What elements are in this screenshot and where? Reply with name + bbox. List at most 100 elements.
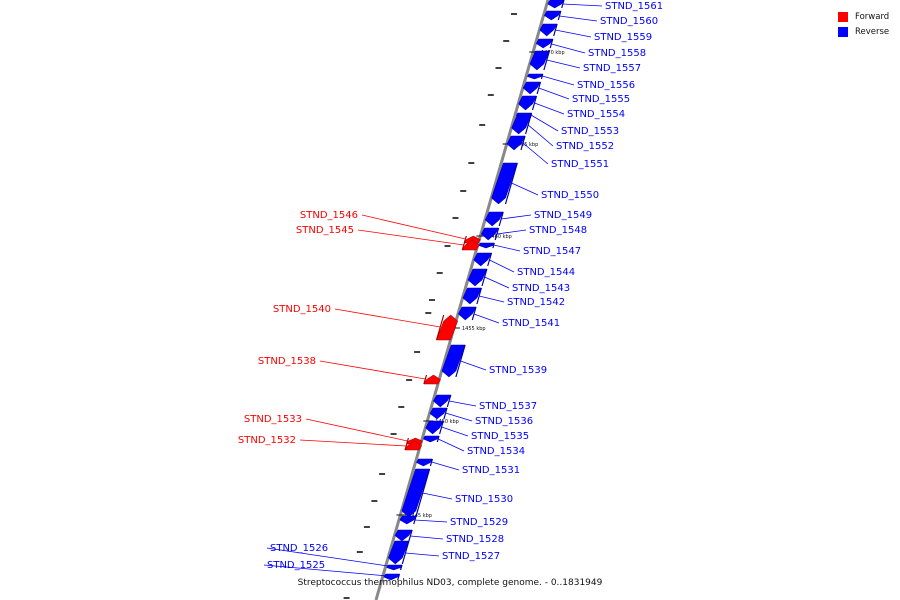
gene-stnd_1560[interactable]: STND_1560 bbox=[543, 10, 658, 27]
gene-label[interactable]: STND_1541 bbox=[502, 318, 560, 329]
gene-stnd_1531[interactable]: STND_1531 bbox=[416, 458, 520, 476]
gene-label[interactable]: STND_1528 bbox=[446, 534, 504, 545]
gene-arrow[interactable] bbox=[480, 227, 500, 241]
gene-stnd_1538[interactable]: STND_1538 bbox=[258, 356, 441, 385]
gene-stnd_1544[interactable]: STND_1544 bbox=[473, 252, 575, 278]
gene-stnd_1542[interactable]: STND_1542 bbox=[462, 287, 565, 308]
gene-stnd_1541[interactable]: STND_1541 bbox=[457, 306, 560, 329]
gene-arrow[interactable] bbox=[383, 573, 400, 581]
gene-label[interactable]: STND_1551 bbox=[551, 159, 609, 170]
gene-arrow[interactable] bbox=[547, 0, 565, 9]
gene-stnd_1559[interactable]: STND_1559 bbox=[539, 23, 652, 43]
gene-arrow[interactable] bbox=[518, 95, 537, 111]
gene-stnd_1537[interactable]: STND_1537 bbox=[432, 394, 537, 412]
gene-stnd_1536[interactable]: STND_1536 bbox=[429, 407, 533, 427]
gene-stnd_1528[interactable]: STND_1528 bbox=[394, 529, 504, 545]
gene-stnd_1543[interactable]: STND_1543 bbox=[467, 268, 570, 294]
gene-label[interactable]: STND_1547 bbox=[523, 246, 581, 257]
gene-arrow[interactable] bbox=[462, 287, 482, 305]
gene-arrow[interactable] bbox=[522, 81, 541, 95]
gene-label[interactable]: STND_1555 bbox=[572, 94, 630, 105]
gene-label[interactable]: STND_1552 bbox=[556, 141, 614, 152]
gene-label[interactable]: STND_1550 bbox=[541, 190, 599, 201]
gene-stnd_1539[interactable]: STND_1539 bbox=[441, 344, 547, 378]
gene-label[interactable]: STND_1558 bbox=[588, 48, 646, 59]
gene-stnd_1547[interactable]: STND_1547 bbox=[478, 242, 581, 257]
gene-arrow[interactable] bbox=[422, 435, 440, 443]
gene-stnd_1556[interactable]: STND_1556 bbox=[527, 73, 635, 91]
gene-arrow[interactable] bbox=[478, 242, 495, 249]
gene-stnd_1551[interactable]: STND_1551 bbox=[506, 135, 609, 170]
gene-arrow[interactable] bbox=[394, 529, 413, 542]
gene-label[interactable]: STND_1553 bbox=[561, 126, 619, 137]
gene-label[interactable]: STND_1537 bbox=[479, 401, 537, 412]
gene-label[interactable]: STND_1546 bbox=[300, 210, 358, 221]
gene-label[interactable]: STND_1540 bbox=[273, 304, 331, 315]
gene-stnd_1529[interactable]: STND_1529 bbox=[399, 515, 508, 528]
gene-arrow[interactable] bbox=[441, 344, 466, 378]
gene-label[interactable]: STND_1549 bbox=[534, 210, 592, 221]
gene-arrow[interactable] bbox=[484, 211, 504, 227]
gene-arrow[interactable] bbox=[527, 73, 544, 80]
gene-label[interactable]: STND_1530 bbox=[455, 494, 513, 505]
gene-label[interactable]: STND_1561 bbox=[605, 1, 663, 12]
gene-arrow[interactable] bbox=[429, 407, 448, 420]
gene-stnd_1530[interactable]: STND_1530 bbox=[401, 468, 513, 518]
gene-arrow[interactable] bbox=[457, 306, 477, 321]
gene-label[interactable]: STND_1534 bbox=[467, 446, 525, 457]
gene-stnd_1550[interactable]: STND_1550 bbox=[491, 162, 600, 205]
gene-label[interactable]: STND_1533 bbox=[244, 414, 302, 425]
gene-stnd_1554[interactable]: STND_1554 bbox=[518, 95, 626, 120]
gene-stnd_1535[interactable]: STND_1535 bbox=[425, 420, 529, 442]
gene-label[interactable]: STND_1527 bbox=[442, 551, 500, 562]
gene-arrow[interactable] bbox=[511, 115, 532, 135]
gene-arrow[interactable] bbox=[543, 10, 562, 21]
gene-stnd_1525[interactable]: STND_1525 bbox=[263, 560, 401, 581]
gene-label[interactable]: STND_1544 bbox=[517, 267, 575, 278]
gene-label[interactable]: STND_1538 bbox=[258, 356, 316, 367]
gene-arrow[interactable] bbox=[491, 162, 518, 205]
gene-label[interactable]: STND_1525 bbox=[267, 560, 325, 571]
gene-stnd_1558[interactable]: STND_1558 bbox=[535, 38, 646, 59]
gene-arrow[interactable] bbox=[416, 458, 433, 467]
gene-label[interactable]: STND_1539 bbox=[489, 365, 547, 376]
gene-label[interactable]: STND_1554 bbox=[567, 109, 625, 120]
gene-stnd_1549[interactable]: STND_1549 bbox=[484, 210, 592, 227]
gene-stnd_1561[interactable]: STND_1561 bbox=[547, 0, 663, 12]
gene-label[interactable]: STND_1531 bbox=[462, 465, 520, 476]
gene-label[interactable]: STND_1532 bbox=[238, 435, 296, 446]
gene-arrow[interactable] bbox=[473, 252, 492, 267]
gene-label[interactable]: STND_1548 bbox=[529, 225, 587, 236]
gene-arrow[interactable] bbox=[467, 268, 488, 287]
gene-label[interactable]: STND_1529 bbox=[450, 517, 508, 528]
gene-arrow[interactable] bbox=[388, 540, 410, 565]
gene-stnd_1540[interactable]: STND_1540 bbox=[273, 304, 458, 341]
gene-label[interactable]: STND_1526 bbox=[270, 543, 328, 554]
gene-stnd_1527[interactable]: STND_1527 bbox=[388, 540, 500, 565]
gene-arrow[interactable] bbox=[425, 420, 444, 435]
gene-label[interactable]: STND_1559 bbox=[594, 32, 652, 43]
gene-stnd_1526[interactable]: STND_1526 bbox=[266, 543, 403, 571]
gene-arrow[interactable] bbox=[506, 135, 526, 151]
gene-label[interactable]: STND_1545 bbox=[296, 225, 354, 236]
gene-label[interactable]: STND_1536 bbox=[475, 416, 533, 427]
gene-label[interactable]: STND_1535 bbox=[471, 431, 529, 442]
gene-arrow[interactable] bbox=[399, 515, 417, 525]
gene-label[interactable]: STND_1543 bbox=[512, 283, 570, 294]
gene-stnd_1557[interactable]: STND_1557 bbox=[529, 50, 641, 74]
gene-label[interactable]: STND_1557 bbox=[583, 63, 641, 74]
gene-arrow[interactable] bbox=[539, 23, 558, 37]
gene-arrow[interactable] bbox=[401, 468, 430, 518]
gene-arrow[interactable] bbox=[529, 50, 550, 71]
gene-label[interactable]: STND_1560 bbox=[600, 16, 658, 27]
gene-stnd_1548[interactable]: STND_1548 bbox=[480, 225, 587, 241]
gene-stnd_1534[interactable]: STND_1534 bbox=[422, 435, 525, 457]
gene-stnd_1532[interactable]: STND_1532 bbox=[238, 435, 422, 451]
gene-stnd_1552[interactable]: STND_1552 bbox=[511, 115, 614, 152]
gene-stnd_1555[interactable]: STND_1555 bbox=[522, 81, 630, 105]
gene-stnd_1545[interactable]: STND_1545 bbox=[296, 225, 480, 251]
gene-label[interactable]: STND_1556 bbox=[577, 80, 635, 91]
gene-label[interactable]: STND_1542 bbox=[507, 297, 565, 308]
gene-arrow[interactable] bbox=[432, 394, 452, 408]
gene-arrow[interactable] bbox=[535, 38, 554, 49]
